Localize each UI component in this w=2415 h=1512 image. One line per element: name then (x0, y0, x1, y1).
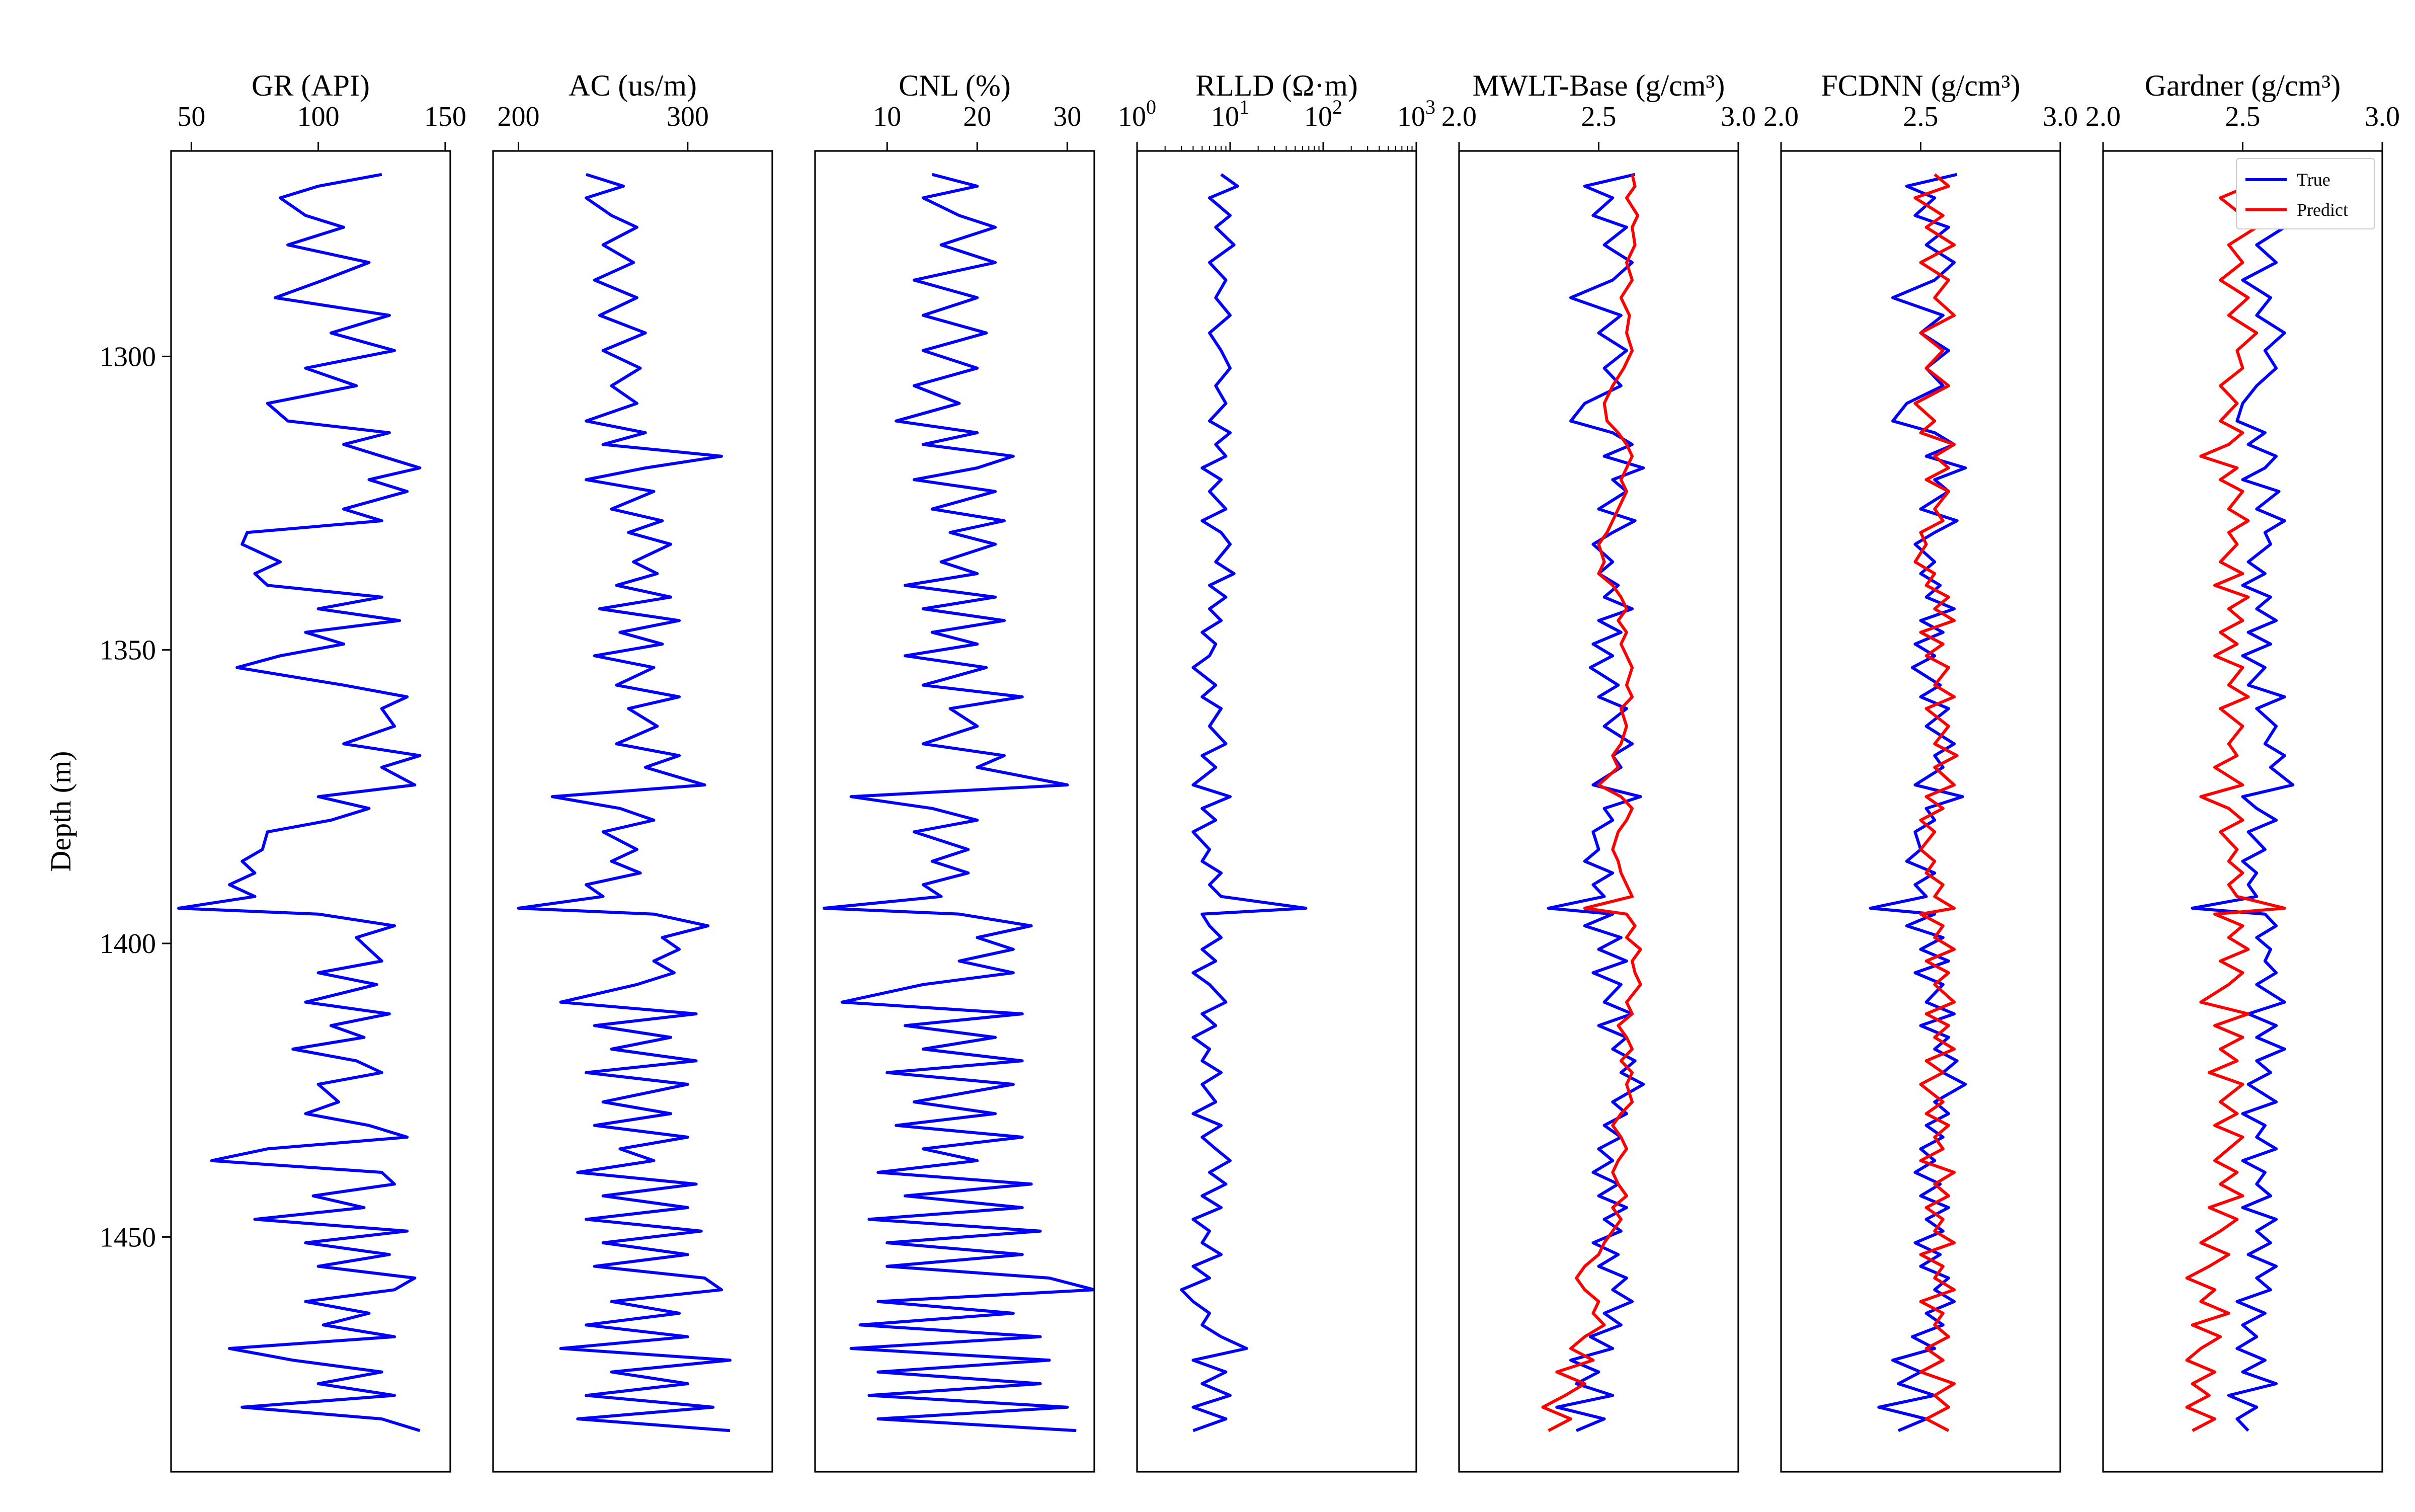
track-gardner-tick-label-1: 2.5 (2225, 101, 2261, 132)
track-fcdnn-tick-label-2: 3.0 (2043, 101, 2078, 132)
track-rlld-frame (1136, 150, 1417, 1473)
series-mwlt-predict-line (1541, 174, 1642, 1432)
track-rlld-tick-label-0: 100 (1118, 96, 1156, 132)
track-gr-frame (170, 150, 451, 1473)
track-rlld-tick-label-3: 103 (1397, 96, 1435, 132)
track-mwlt-title: MWLT-Base (g/cm³) (1473, 69, 1725, 102)
track-ac-tick-label-1: 300 (667, 101, 709, 132)
series-mwlt-true-line (1547, 173, 1645, 1433)
series-cnl-true-line (822, 173, 1094, 1433)
y-tick-label-1300: 1300 (100, 341, 156, 372)
series-rlld-true-line (1180, 173, 1308, 1433)
track-cnl: CNL (%)10 20 30 (814, 69, 1095, 1473)
track-cnl-tick-label-0: 10 (873, 101, 901, 132)
track-gardner: Gardner (g/cm³) 2.0 2.5 3.0 True Predict (2085, 69, 2400, 1473)
track-gr: GR (API) 50 100 150 (170, 69, 466, 1473)
track-mwlt-tick-label-0: 2.0 (1441, 101, 1477, 132)
series-gardner-predict-line (2185, 173, 2286, 1432)
track-gardner-frame (2102, 150, 2383, 1473)
y-axis-title: Depth (m) (44, 751, 77, 872)
track-ac: AC (us/m) 200 300 (492, 69, 773, 1473)
track-rlld-tick-label-1: 101 (1211, 96, 1249, 132)
y-tick-label-1350: 1350 (100, 635, 156, 666)
track-mwlt: MWLT-Base (g/cm³)2.0 2.5 3.0 (1441, 69, 1756, 1473)
track-rlld: RLLD (Ω·m) 100 101 102 103 (1118, 69, 1435, 1473)
track-gr-tick-label-0: 50 (177, 101, 205, 132)
track-mwlt-tick-label-1: 2.5 (1581, 101, 1617, 132)
series-fcdnn-predict-line (1913, 173, 1959, 1432)
track-gr-tick-label-2: 150 (424, 101, 466, 132)
track-gr-tick-label-1: 100 (297, 101, 340, 132)
series-gardner-true-line (2191, 173, 2295, 1432)
y-tick-label-1450: 1450 (100, 1222, 156, 1253)
track-ac-title: AC (us/m) (569, 69, 697, 102)
track-cnl-frame (814, 150, 1095, 1473)
track-fcdnn-tick-label-1: 2.5 (1903, 101, 1939, 132)
track-ac-frame (492, 150, 773, 1473)
legend-label-true: True (2297, 170, 2330, 190)
track-gr-title: GR (API) (252, 69, 370, 102)
track-ac-tick-label-0: 200 (497, 101, 539, 132)
track-cnl-title: CNL (%) (899, 69, 1011, 102)
track-cnl-tick-label-1: 20 (963, 101, 991, 132)
track-fcdnn: FCDNN (g/cm³) 2.0 2.5 3.0 (1763, 69, 2078, 1473)
legend: True Predict (2236, 158, 2375, 229)
track-mwlt-tick-label-2: 3.0 (1721, 101, 1756, 132)
track-fcdnn-frame (1780, 150, 2061, 1473)
track-fcdnn-tick-label-0: 2.0 (1763, 101, 1799, 132)
series-gr-true-line (177, 173, 422, 1433)
y-tick-label-1400: 1400 (100, 928, 156, 960)
track-fcdnn-title: FCDNN (g/cm³) (1821, 69, 2020, 102)
track-mwlt-frame (1458, 150, 1739, 1473)
series-ac-true-line (517, 173, 732, 1433)
track-gardner-tick-label-0: 2.0 (2085, 101, 2121, 132)
track-gardner-tick-label-2: 3.0 (2365, 101, 2400, 132)
series-fcdnn-true-line (1869, 173, 1967, 1433)
track-cnl-tick-label-2: 30 (1053, 101, 1081, 132)
legend-label-predict: Predict (2297, 200, 2348, 220)
track-rlld-tick-label-2: 102 (1304, 96, 1342, 132)
track-gardner-title: Gardner (g/cm³) (2145, 69, 2341, 102)
track-rlld-title: RLLD (Ω·m) (1195, 69, 1358, 102)
